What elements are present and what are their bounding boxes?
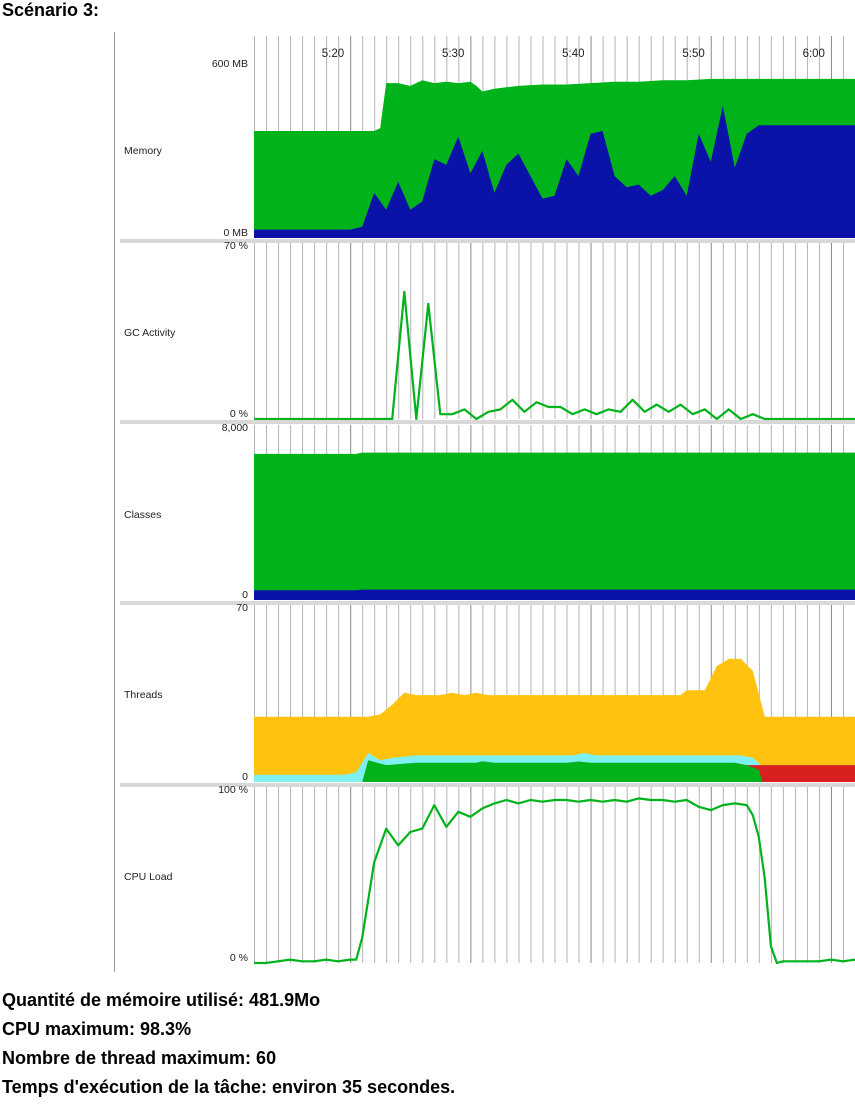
panel-max-label: 70 % — [224, 240, 248, 252]
series-gc-activity-green — [254, 290, 855, 421]
panel-separator — [120, 783, 855, 787]
time-tick-label-530: 5:30 — [442, 48, 464, 60]
panel-min-label: 0 — [242, 589, 248, 601]
panel-grid-5 — [254, 787, 844, 963]
panel-name-label: Classes — [124, 509, 161, 521]
summary-list: Quantité de mémoire utilisé: 481.9Mo CPU… — [2, 986, 455, 1102]
summary-duration: Temps d'exécution de la tâche: environ 3… — [2, 1077, 456, 1097]
panel-name-label: CPU Load — [124, 871, 173, 883]
scenario-heading: Scénario 3: — [2, 0, 100, 20]
panel-grid-2 — [254, 243, 844, 419]
panel-min-label: 0 MB — [223, 227, 248, 239]
series-threads-orange — [254, 658, 855, 782]
series-classes-blue — [254, 589, 855, 600]
monitoring-chart-svg: 5:20 5:30 5:40 5:50 6:00 600 MB 0 MB Memory 70 %… — [114, 32, 855, 972]
series-memory-blue — [254, 105, 855, 238]
panel-separator — [120, 420, 855, 424]
panel-min-label: 0 — [242, 771, 248, 783]
panel-min-label: 0 % — [230, 408, 248, 420]
panel-name-label: Threads — [124, 689, 163, 701]
panel-name-label: GC Activity — [124, 327, 176, 339]
time-tick-label-550: 5:50 — [682, 48, 704, 60]
panel-cpu-load: 100 % 0 % CPU Load — [124, 784, 855, 965]
panel-max-label: 8,000 — [222, 422, 248, 434]
time-tick-label-600: 6:00 — [803, 48, 825, 60]
summary-memory: Quantité de mémoire utilisé: 481.9Mo — [2, 990, 321, 1010]
series-threads-green — [362, 760, 855, 782]
panel-min-label: 0 % — [230, 952, 248, 964]
time-tick-label-520: 5:20 — [322, 48, 344, 60]
panel-separator — [120, 601, 855, 605]
summary-threads: Nombre de thread maximum: 60 — [2, 1048, 277, 1068]
panel-gc-activity: 70 % 0 % GC Activity — [120, 240, 855, 424]
series-cpu-load-green — [254, 797, 855, 965]
panel-classes: 8,000 0 Classes — [120, 422, 855, 605]
panel-name-label: Memory — [124, 145, 163, 157]
panel-max-label: 100 % — [218, 784, 248, 796]
time-tick-label-540: 5:40 — [562, 48, 584, 60]
panel-max-label: 600 MB — [212, 58, 248, 70]
monitoring-chart: 5:20 5:30 5:40 5:50 6:00 600 MB 0 MB Memory 70 %… — [114, 32, 855, 972]
series-classes-green — [254, 452, 855, 600]
panel-threads: 70 0 Threads — [120, 602, 855, 787]
panel-separator — [120, 239, 855, 243]
panel-max-label: 70 — [236, 602, 248, 614]
summary-cpu: CPU maximum: 98.3% — [2, 1019, 192, 1039]
panel-memory: 600 MB 0 MB Memory — [120, 58, 855, 243]
